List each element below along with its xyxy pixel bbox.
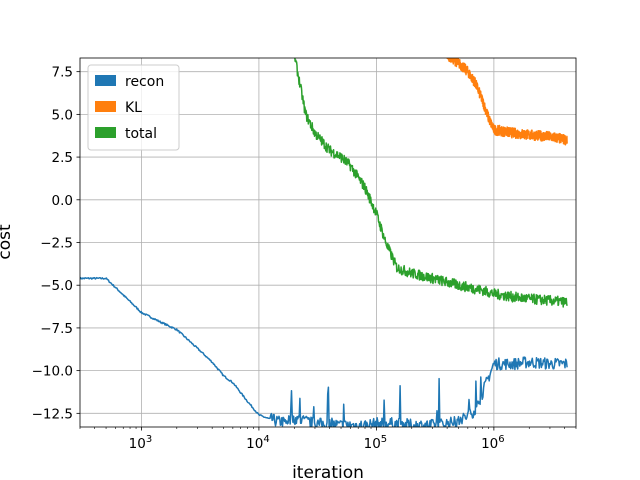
x-tick-label: 105 — [364, 434, 388, 452]
y-tick-label: 0.0 — [52, 193, 73, 209]
x-axis-ticks: 103 104 105 106 — [79, 427, 577, 452]
y-tick-label: −7.5 — [40, 321, 73, 337]
x-tick-label: 106 — [481, 434, 505, 452]
y-axis-ticks: 7.5 5.0 2.5 0.0 −2.5 −5.0 −7.5 −10.0 −12.5 — [32, 65, 80, 422]
y-tick-label: −10.0 — [32, 364, 73, 380]
y-tick-label: −12.5 — [32, 406, 73, 422]
y-tick-label: 5.0 — [52, 107, 73, 123]
legend: recon KL total — [87, 64, 180, 151]
legend-label-recon: recon — [125, 74, 164, 90]
y-tick-label: −5.0 — [40, 278, 73, 294]
series-line-total — [294, 58, 568, 308]
series-lines — [80, 58, 568, 427]
x-tick-label: 103 — [129, 434, 153, 452]
legend-label-kl: KL — [125, 100, 142, 116]
y-tick-label: 7.5 — [52, 65, 73, 81]
grid — [80, 58, 576, 427]
plot-frame — [79, 57, 577, 428]
series-line-recon — [80, 276, 568, 427]
legend-swatch-recon — [95, 75, 116, 86]
series-line-kl — [446, 58, 568, 146]
y-tick-label: 2.5 — [52, 150, 73, 166]
legend-label-total: total — [125, 126, 157, 142]
x-tick-label: 104 — [246, 434, 270, 452]
y-axis-title: cost — [0, 224, 15, 260]
legend-swatch-total — [95, 127, 116, 138]
y-tick-label: −2.5 — [40, 236, 73, 252]
x-axis-title: iteration — [292, 463, 364, 480]
legend-swatch-kl — [95, 101, 116, 112]
